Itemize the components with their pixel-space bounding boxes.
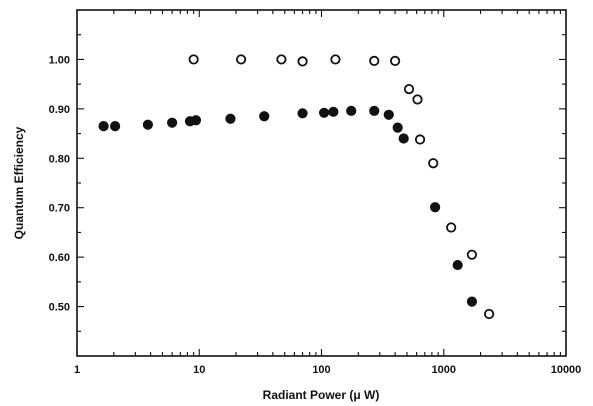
y-tick-label: 0.50 xyxy=(49,302,70,314)
filled-data-point xyxy=(452,259,463,271)
filled-data-point xyxy=(466,296,478,307)
filled-data-point xyxy=(392,122,403,133)
filled-data-point xyxy=(430,202,441,213)
open-data-point xyxy=(330,54,341,65)
filled-data-point xyxy=(398,133,409,144)
filled-data-point xyxy=(142,119,153,130)
open-data-point xyxy=(484,308,495,320)
x-axis-title: Radiant Power (μ W) xyxy=(263,388,380,402)
y-axis-title: Quantum Efficiency xyxy=(12,126,26,239)
filled-data-point xyxy=(225,113,236,124)
filled-data-point xyxy=(383,109,394,120)
filled-data-point xyxy=(110,121,121,132)
open-data-point xyxy=(390,55,401,67)
y-tick-label: 1.00 xyxy=(49,54,70,66)
filled-data-point xyxy=(190,115,202,126)
plot-frame xyxy=(76,9,567,357)
ticks: 1 10 100 1000 10000 0.50 0.60 0.70 0.80 0.90 1.00 xyxy=(49,10,582,376)
x-tick-label: 1000 xyxy=(432,364,456,376)
open-data-point xyxy=(466,249,478,260)
open-data-point xyxy=(403,83,415,95)
filled-data-point xyxy=(98,121,109,132)
open-data-point xyxy=(446,222,457,233)
x-tick-label: 100 xyxy=(312,364,330,376)
data-points xyxy=(98,54,495,320)
y-tick-label: 0.90 xyxy=(49,104,70,116)
y-tick-label: 0.80 xyxy=(49,153,70,165)
open-data-point xyxy=(297,56,308,67)
open-data-point xyxy=(236,54,247,65)
filled-data-point xyxy=(259,111,270,122)
filled-data-point xyxy=(328,106,339,117)
filled-data-point xyxy=(346,105,357,116)
filled-data-point xyxy=(318,107,330,118)
filled-data-point xyxy=(167,117,178,128)
x-tick-label: 10 xyxy=(193,364,205,376)
x-tick-label: 10000 xyxy=(551,364,582,376)
filled-data-point xyxy=(297,108,308,119)
open-data-point xyxy=(412,94,423,105)
x-tick-label: 1 xyxy=(74,364,80,376)
open-data-point xyxy=(276,54,287,65)
open-data-point xyxy=(188,54,199,65)
open-data-point xyxy=(369,55,380,67)
axes xyxy=(76,9,567,357)
open-data-point xyxy=(428,158,439,169)
y-tick-label: 0.60 xyxy=(49,252,70,264)
open-data-point xyxy=(414,134,426,145)
filled-data-point xyxy=(369,105,380,116)
y-tick-label: 0.70 xyxy=(49,203,70,215)
